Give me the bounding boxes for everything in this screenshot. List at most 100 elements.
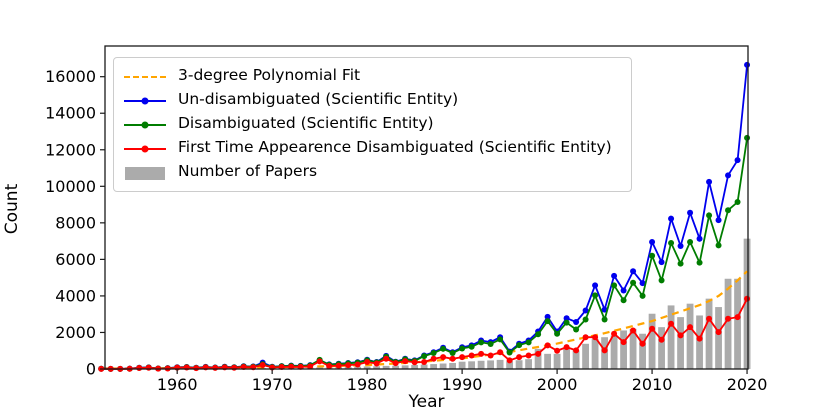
disambiguated-line-marker [468,343,475,350]
un-disambiguated-line-marker [544,313,551,320]
disambiguated-line-marker [582,316,589,323]
first-time-appearance-line-marker [459,354,466,361]
first-time-appearance-line-marker [288,363,295,370]
papers-bar [401,365,409,369]
dashed-line-swatch-icon [124,76,166,78]
x-tick-label: 1990 [442,375,483,394]
y-tick-label: 4000 [55,286,96,305]
papers-bar [563,348,570,369]
disambiguated-line-marker [611,282,618,289]
papers-bar [316,367,324,369]
y-axis-label: Count [2,183,22,235]
disambiguated-line-marker [421,353,428,360]
first-time-appearance-line-marker [392,360,399,367]
disambiguated-line-marker [696,259,703,266]
papers-bar [534,348,542,369]
blue-line-marker-swatch-icon [124,97,166,105]
first-time-appearance-line-marker [725,315,732,322]
first-time-appearance-line-marker [193,365,200,372]
disambiguated-line-marker [639,292,646,299]
first-time-appearance-line-marker [440,354,447,361]
papers-bar [620,330,627,369]
papers-bar [430,364,438,369]
papers-bar [696,315,703,369]
disambiguated-line-marker [658,277,665,284]
x-tick-label: 1960 [157,375,198,394]
legend-item-first-time-appearance: First Time Appearence Disambiguated (Sci… [124,137,621,161]
un-disambiguated-line-marker [658,259,665,266]
disambiguated-line-marker [744,134,751,141]
disambiguated-line-marker [592,292,599,299]
disambiguated-line-marker [449,350,456,357]
disambiguated-line-marker [506,349,513,356]
disambiguated-line-marker [677,260,684,267]
disambiguated-line-marker [554,330,561,337]
disambiguated-line-marker [525,339,532,346]
x-tick-label: 2020 [727,375,768,394]
first-time-appearance-line-marker [573,347,580,354]
un-disambiguated-line-marker [734,157,741,164]
papers-bar [487,360,495,369]
un-disambiguated-line-marker [706,178,713,185]
first-time-appearance-line-marker [354,361,361,368]
y-tick-label: 2000 [55,323,96,342]
first-time-appearance-line-marker [335,362,342,369]
un-disambiguated-line-marker [668,215,675,222]
papers-bar [392,365,400,369]
first-time-appearance-line-marker [592,334,599,341]
legend-label: First Time Appearence Disambiguated (Sci… [178,138,612,157]
disambiguated-line-marker [630,279,637,286]
first-time-appearance-line-marker [630,327,637,334]
papers-bar [468,361,476,369]
papers-bar [658,327,665,369]
polynomial-fit-line [101,270,748,370]
un-disambiguated-line-marker [582,307,589,314]
legend-item-un-disambiguated: Un-disambiguated (Scientific Entity) [124,89,621,113]
first-time-appearance-line-marker [715,329,722,336]
x-tick-label: 2000 [537,375,578,394]
first-time-appearance-line-marker [430,355,437,362]
papers-bar [572,350,580,369]
disambiguated-line-marker [649,252,656,259]
first-time-appearance-line-marker [449,355,456,362]
disambiguated-line-marker [430,350,437,357]
first-time-appearance-line-marker [620,339,627,346]
papers-bar [591,338,599,369]
disambiguated-line-marker [601,316,608,323]
legend-item-polynomial-fit: 3-degree Polynomial Fit [124,65,621,89]
y-tick-label: 8000 [55,213,96,232]
x-axis-label: Year [408,392,445,412]
legend-label: Number of Papers [178,162,318,181]
legend-label: Disambiguated (Scientific Entity) [178,114,434,133]
papers-bar [734,278,741,369]
disambiguated-line-marker [715,242,722,249]
papers-bar [411,364,419,369]
papers-bar [477,360,485,369]
disambiguated-line-marker [487,340,494,347]
papers-bar [363,366,371,369]
first-time-appearance-line-marker [744,295,751,302]
first-time-appearance-line-marker [345,362,352,369]
papers-bar [553,353,561,369]
papers-bar [743,238,751,369]
first-time-appearance-line-marker [421,359,428,366]
papers-bar [639,333,646,369]
papers-bar [629,328,637,369]
first-time-appearance-line-marker [668,320,675,327]
first-time-appearance-line-marker [326,362,333,369]
first-time-appearance-line-marker [582,334,589,341]
papers-bar [449,362,457,369]
y-tick-label: 14000 [45,104,96,123]
x-tick-label: 2010 [632,375,673,394]
first-time-appearance-line-marker [402,358,409,365]
first-time-appearance-line-marker [316,358,323,365]
disambiguated-line-marker [497,336,504,343]
y-tick-label: 12000 [45,140,96,159]
x-tick-label: 1970 [252,375,293,394]
gray-bar-swatch-icon [124,166,166,180]
un-disambiguated-line-marker [649,239,656,246]
papers-bar [677,317,684,369]
first-time-appearance-line-marker [411,359,418,366]
first-time-appearance-line-marker [525,352,532,359]
